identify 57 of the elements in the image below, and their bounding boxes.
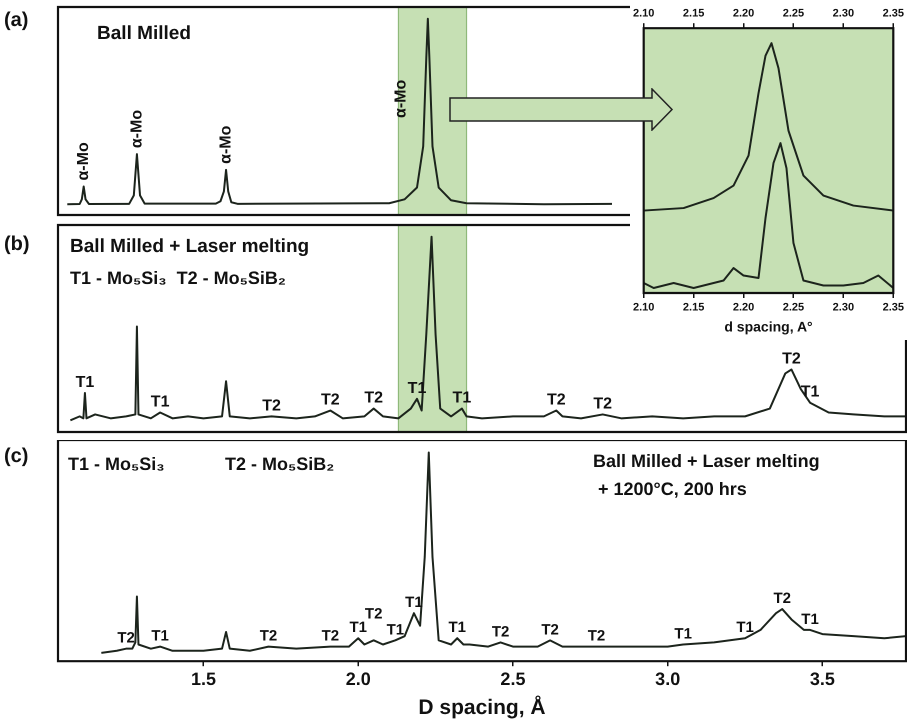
text: (a) xyxy=(4,9,28,31)
text: (b) xyxy=(4,233,30,255)
x2-tick-label: 2.30 xyxy=(832,8,854,20)
annotation: T1 xyxy=(76,374,94,391)
x-tick-label: 2.20 xyxy=(732,302,754,314)
annotation: Ball Milled + Laser melting xyxy=(70,236,310,257)
x-tick-label: 3.5 xyxy=(810,668,835,689)
annotation: α-Mo xyxy=(128,110,146,148)
annotation: T2 xyxy=(546,392,566,409)
annotation: Ball Milled + Laser melting xyxy=(593,451,820,471)
annotation: T2 xyxy=(260,628,278,645)
x-tick-label: 1.5 xyxy=(190,668,216,689)
x-tick-label: 2.10 xyxy=(632,302,654,314)
annotation: T1 xyxy=(150,393,170,410)
annotation: T2 xyxy=(262,397,281,414)
x2-tick-label: 2.35 xyxy=(882,8,904,20)
x-axis-title: D spacing, Å xyxy=(418,695,546,720)
annotation: T1 xyxy=(151,628,169,645)
annotation: T2 xyxy=(541,621,559,638)
annotation: T2 xyxy=(321,392,340,409)
annotation: T1 xyxy=(448,619,466,636)
annotation: T2 xyxy=(364,605,382,622)
x2-tick-label: 2.25 xyxy=(782,8,804,20)
annotation: T1 - Mo₅Si₃ xyxy=(68,454,165,474)
x-tick-label: 2.5 xyxy=(500,668,526,689)
annotation: T2 xyxy=(593,395,612,412)
annotation: T1 xyxy=(736,619,754,636)
annotation: T2 xyxy=(492,623,510,640)
annotation: Ball Milled xyxy=(97,23,191,44)
annotation: T1 - Mo₅Si₃ T2 - Mo₅SiB₂ xyxy=(70,268,286,288)
annotation: T2 xyxy=(117,630,135,647)
annotation: T1 xyxy=(349,619,367,636)
x-tick-label: 2.35 xyxy=(882,302,904,314)
annotation: T2 xyxy=(588,628,606,645)
x2-tick-label: 2.15 xyxy=(682,8,704,20)
annotation: T2 xyxy=(322,628,340,645)
x-tick-label: 2.30 xyxy=(832,302,854,314)
x-tick-label: 2.25 xyxy=(782,302,804,314)
x-tick-label: 3.0 xyxy=(655,668,680,689)
x-axis-title: d spacing, A° xyxy=(724,318,813,334)
annotation: T1 xyxy=(452,390,472,407)
annotation: T2 xyxy=(782,350,801,368)
annotation: α-Mo xyxy=(392,80,410,118)
text: (c) xyxy=(4,445,28,467)
x-tick-label: 2.0 xyxy=(346,668,371,689)
annotation: T1 xyxy=(386,621,404,638)
annotation: + 1200°C, 200 hrs xyxy=(598,479,747,499)
annotation: T2 xyxy=(364,390,384,407)
annotation: T1 xyxy=(801,610,819,628)
annotation: T2 - Mo₅SiB₂ xyxy=(225,454,334,474)
x2-tick-label: 2.20 xyxy=(732,8,754,20)
annotation: T1 xyxy=(674,626,692,643)
annotation: T2 xyxy=(773,590,791,608)
annotation: α-Mo xyxy=(217,125,234,164)
x2-tick-label: 2.10 xyxy=(632,8,654,20)
x-tick-label: 2.15 xyxy=(682,302,704,314)
annotation: α-Mo xyxy=(75,142,92,181)
